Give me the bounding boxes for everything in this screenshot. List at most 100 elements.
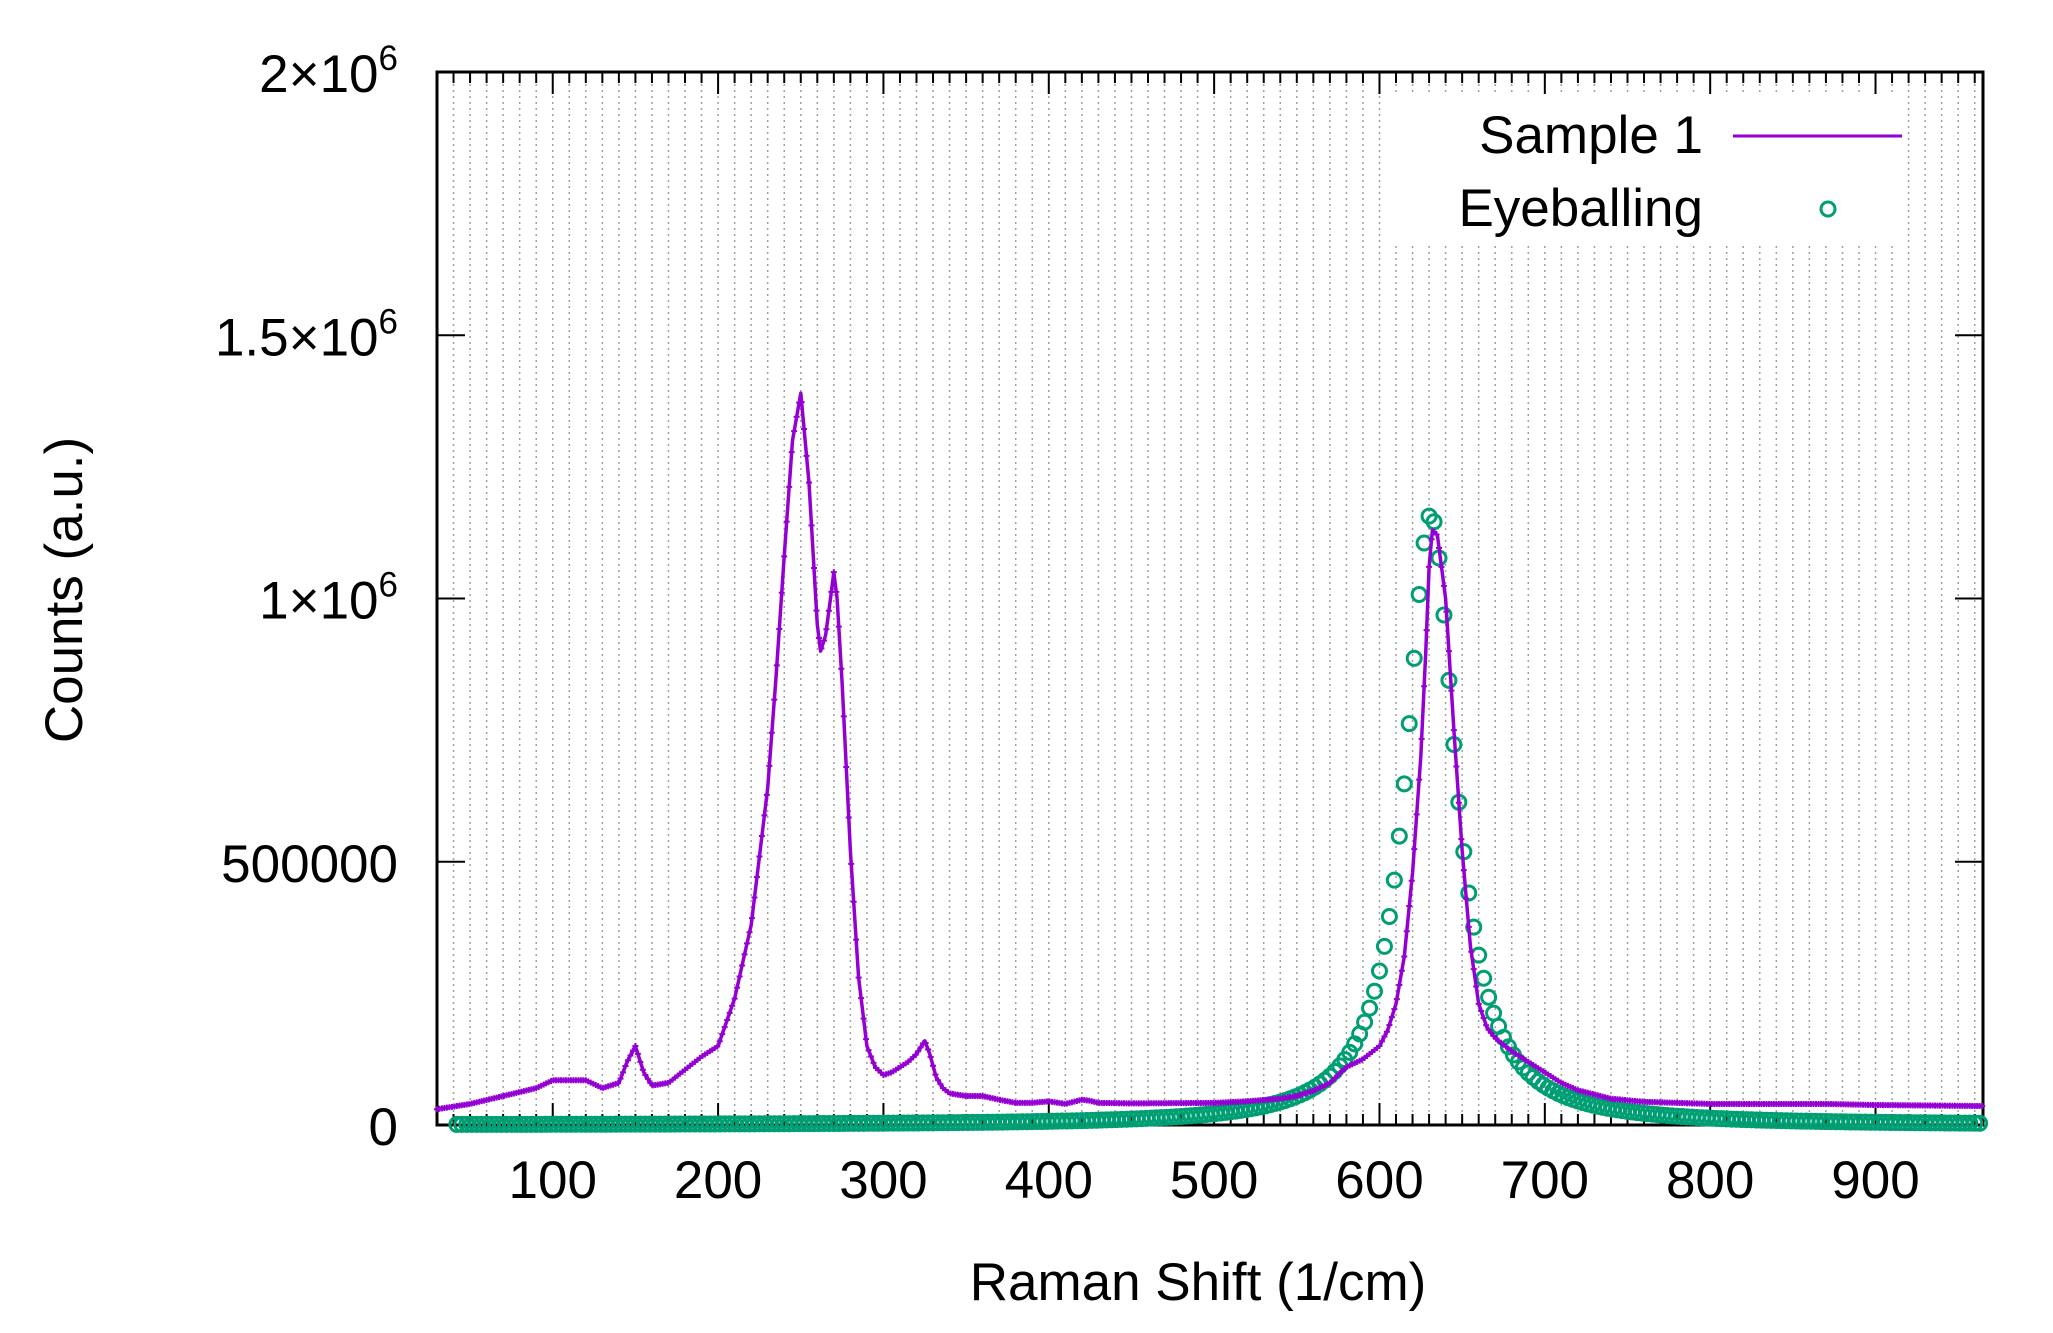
eyeballing-point [1480, 988, 1498, 1006]
sample-1-point [773, 662, 780, 669]
sample-1-point [781, 553, 788, 560]
sample-1-point [868, 1053, 875, 1060]
sample-1-point [935, 1077, 942, 1084]
sample-1-point [729, 1002, 736, 1009]
sample-1-point [818, 645, 825, 652]
eyeballing-point [1415, 534, 1433, 552]
sample-1-point [642, 1071, 649, 1078]
eyeballing-point [1971, 1114, 1989, 1132]
sample-1-point [840, 713, 847, 720]
sample-1-point [1396, 981, 1403, 988]
sample-1-point [855, 974, 862, 981]
sample-1-point [1450, 727, 1457, 734]
sample-1-point [801, 425, 808, 432]
sample-1-point [1440, 582, 1447, 589]
sample-1-point [714, 1043, 721, 1050]
sample-1-point [853, 936, 860, 943]
sample-1-point [870, 1059, 877, 1066]
sample-1-point [791, 428, 798, 435]
eyeballing-point [1370, 962, 1388, 980]
sample-1-point [848, 860, 855, 867]
sample-1-point [731, 995, 738, 1002]
sample-1-point [1423, 627, 1430, 634]
sample-1-point [927, 1053, 934, 1060]
y-tick-label: 1×106 [259, 566, 398, 631]
sample-1-point [744, 940, 751, 947]
legend-swatch-eyeballing [1819, 200, 1837, 218]
tick-labels: 100 200 300 400 500 600 700 800 900 0 500000 1×106 1… [215, 39, 1920, 1210]
eyeballing-point [1390, 827, 1408, 845]
eyeballing-point [1460, 884, 1478, 902]
sample-1-point [803, 452, 810, 459]
sample-1-point [1386, 1021, 1393, 1028]
eyeballing-point [1425, 513, 1443, 531]
sample-1-point [768, 729, 775, 736]
sample-1-point [793, 413, 800, 420]
sample-1-point [766, 762, 773, 769]
sample-1-point [786, 483, 793, 490]
sample-1-point [1393, 996, 1400, 1003]
sample-1-point [639, 1066, 646, 1073]
sample-1-point [850, 898, 857, 905]
sample-1-point [615, 1080, 622, 1087]
y-axis-label: Counts (a.u.) [35, 437, 94, 743]
sample-1-point [1421, 683, 1428, 690]
grid-lines [436, 72, 1976, 1125]
y-tick-label: 1.5×106 [215, 302, 398, 367]
x-tick-label: 800 [1666, 1151, 1754, 1210]
sample-1-point [808, 522, 815, 529]
series-eyeballing [448, 507, 1989, 1133]
y-tick-label: 0 [369, 1098, 398, 1157]
sample-1-point [810, 564, 817, 571]
sample-1-point [778, 589, 785, 596]
sample-1-point [716, 1038, 723, 1045]
sample-1-point [624, 1057, 631, 1064]
sample-1-point [1478, 1008, 1485, 1015]
sample-1-point [1448, 687, 1455, 694]
sample-1-point [637, 1058, 644, 1065]
eyeballing-point [1961, 1114, 1979, 1132]
sample-1-point [1401, 953, 1408, 960]
sample-1-point [1418, 735, 1425, 742]
sample-1-point [922, 1039, 929, 1046]
sample-1-point [1406, 902, 1413, 909]
eyeballing-point [1375, 937, 1393, 955]
eyeballing-point [1400, 715, 1418, 733]
sample-1-point [721, 1024, 728, 1031]
sample-1-point [835, 623, 842, 630]
sample-1-point [1438, 563, 1445, 570]
sample-1-point [806, 479, 813, 486]
sample-1-point [756, 853, 763, 860]
sample-1-point [815, 634, 822, 641]
sample-1-point [632, 1043, 639, 1050]
eyeballing-point [1341, 1043, 1359, 1061]
sample-1-point [1453, 763, 1460, 770]
legend-label-sample-1: Sample 1 [1479, 106, 1703, 165]
x-tick-label: 300 [839, 1151, 927, 1210]
eyeballing-point [1385, 871, 1403, 889]
sample-1-point [751, 894, 758, 901]
sample-1-point [1398, 967, 1405, 974]
sample-1-point [865, 1047, 872, 1054]
sample-1-point [736, 973, 743, 980]
sample-1-point [1436, 544, 1443, 551]
sample-1-point [863, 1036, 870, 1043]
sample-1-point [1403, 928, 1410, 935]
sample-1-point [1381, 1033, 1388, 1040]
sample-1-point [622, 1063, 629, 1070]
sample-1-point [1433, 531, 1440, 538]
x-tick-label: 900 [1831, 1151, 1919, 1210]
eyeballing-point [1435, 606, 1453, 624]
sample-1-point [1408, 877, 1415, 884]
sample-1-point [1426, 563, 1433, 570]
eyeballing-point [1361, 999, 1379, 1017]
sample-1-point [1458, 836, 1465, 843]
sample-1-point [1480, 1015, 1487, 1022]
sample-1-point [917, 1044, 924, 1051]
sample-1-point [1445, 648, 1452, 655]
eyeballing-point [1395, 775, 1413, 793]
sample-1-point [1411, 846, 1418, 853]
eyeballing-point [1405, 649, 1423, 667]
sample-1-point [1391, 1006, 1398, 1013]
sample-1-point [820, 637, 827, 644]
